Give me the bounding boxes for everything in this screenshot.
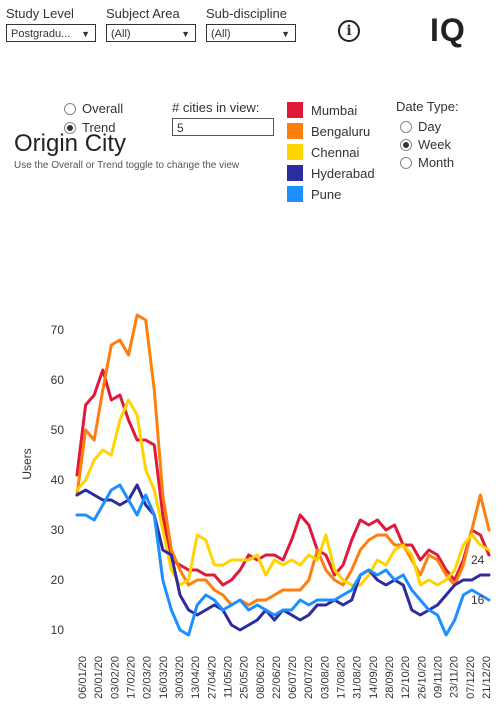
x-tick-label: 06/07/20 [287,656,299,699]
legend-label: Hyderabad [311,165,375,181]
x-tick-label: 27/04/20 [206,656,218,699]
legend-label: Bengaluru [311,123,371,139]
day-label: Day [418,119,442,134]
sub-discipline-value: (All) [211,28,231,40]
radio-selected-icon [400,138,412,151]
chevron-down-icon: ▼ [281,29,290,39]
y-tick-label: 40 [51,473,65,487]
x-tick-label: 02/03/20 [142,656,154,699]
y-tick-label: 70 [51,323,65,337]
cities-in-view-input[interactable]: 5 [172,118,274,136]
legend-swatch [287,144,303,160]
filter-label-sub-discipline: Sub-discipline [206,6,287,21]
legend-item-chennai[interactable]: Chennai [287,144,359,160]
x-tick-label: 08/06/20 [255,656,267,699]
info-icon[interactable]: i [338,20,360,42]
overall-label: Overall [82,101,124,116]
x-tick-label: 17/02/20 [125,656,137,699]
legend-swatch [287,102,303,118]
x-tick-label: 21/12/20 [481,656,493,699]
x-tick-label: 23/11/20 [449,656,461,698]
legend-item-bengaluru[interactable]: Bengaluru [287,123,370,139]
x-tick-label: 25/05/20 [239,656,251,699]
subject-area-select[interactable]: (All) ▼ [106,24,196,42]
date-type-day-radio[interactable]: Day [400,119,441,134]
x-tick-label: 22/06/20 [271,656,283,699]
legend-label: Mumbai [311,102,358,118]
y-tick-label: 20 [51,573,65,587]
legend-swatch [287,165,303,181]
x-tick-label: 20/07/20 [303,656,315,699]
x-tick-label: 13/04/20 [190,656,202,699]
series-line-pune[interactable] [75,483,491,637]
legend-label: Pune [311,186,342,202]
x-tick-label: 07/12/20 [465,656,477,699]
x-tick-label: 06/01/20 [77,656,89,699]
legend-item-hyderabad[interactable]: Hyderabad [287,165,375,181]
logo: IQ [430,12,466,48]
legend-item-mumbai[interactable]: Mumbai [287,102,357,118]
x-tick-label: 12/10/20 [400,656,412,699]
chevron-down-icon: ▼ [81,29,90,39]
date-type-month-radio[interactable]: Month [400,155,454,170]
x-tick-label: 26/10/20 [416,656,428,699]
month-label: Month [418,155,455,170]
subject-area-value: (All) [111,28,131,40]
date-type-week-radio[interactable]: Week [400,137,451,152]
series-line-chennai[interactable] [75,398,491,587]
cities-in-view-label: # cities in view: [172,100,260,115]
legend-swatch [287,123,303,139]
x-tick-label: 11/05/20 [222,656,234,698]
overall-radio[interactable]: Overall [64,101,123,116]
legend-item-pune[interactable]: Pune [287,186,341,202]
y-tick-label: 30 [51,523,65,537]
y-tick-label: 10 [51,623,65,637]
study-level-select[interactable]: Postgradu... ▼ [6,24,96,42]
y-tick-label: 50 [51,423,65,437]
x-tick-label: 17/08/20 [336,656,348,699]
radio-circle-icon [400,120,412,133]
radio-circle-icon [64,102,76,115]
x-tick-label: 28/09/20 [384,656,396,699]
radio-circle-icon [400,156,412,169]
x-tick-label: 16/03/20 [158,656,170,699]
legend-label: Chennai [311,144,360,160]
x-tick-label: 09/11/20 [433,656,445,698]
study-level-value: Postgradu... [11,28,71,40]
filter-label-subject-area: Subject Area [106,6,180,21]
y-tick-label: 60 [51,373,65,387]
x-tick-label: 03/08/20 [319,656,331,699]
sub-discipline-select[interactable]: (All) ▼ [206,24,296,42]
series-line-bengaluru[interactable] [75,313,491,607]
legend-swatch [287,186,303,202]
series-line-mumbai[interactable] [75,368,491,587]
week-label: Week [418,137,451,152]
chevron-down-icon: ▼ [181,29,190,39]
x-tick-label: 31/08/20 [352,656,364,699]
x-tick-label: 30/03/20 [174,656,186,699]
filter-label-study-level: Study Level [6,6,74,21]
end-value-label: 24 [471,553,485,567]
x-tick-label: 20/01/20 [93,656,105,699]
page-title: Origin City [14,130,127,157]
radio-selected-icon [64,121,76,134]
end-value-label: 16 [471,593,485,607]
date-type-label: Date Type: [396,99,459,114]
trend-label: Trend [82,120,116,135]
x-tick-label: 03/02/20 [109,656,121,699]
page-subtitle: Use the Overall or Trend toggle to chang… [14,160,240,171]
trend-radio[interactable]: Trend [64,120,115,135]
x-tick-label: 14/09/20 [368,656,380,699]
y-axis-label: Users [20,448,34,479]
